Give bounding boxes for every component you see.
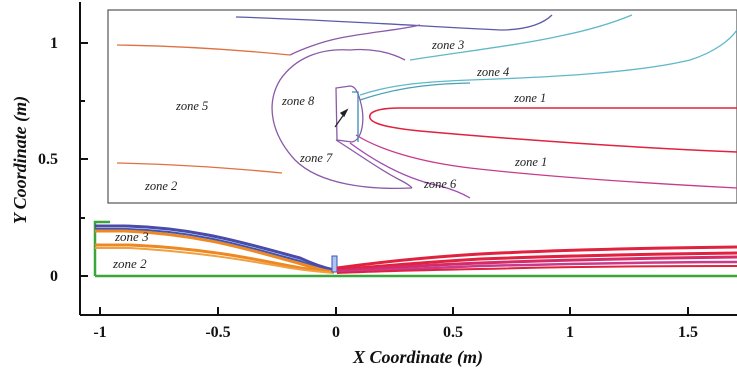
inset-mesh	[116, 14, 737, 199]
x-tick-label: 1.5	[678, 324, 698, 341]
inset-zone5-upper-line	[116, 44, 291, 56]
inset-zone6-label: zone 6	[423, 177, 457, 191]
inset-zone8-inner	[335, 85, 364, 143]
inset-frame	[107, 9, 737, 204]
y-tick-label: 0	[50, 268, 58, 285]
inset-zone3-top	[235, 14, 553, 31]
inset-zone4-label: zone 4	[476, 65, 509, 79]
inset-panel: zone 3 zone 4 zone 1 zone 5 zone 8 zone …	[107, 9, 737, 204]
inset-zone1-lower-label: zone 1	[514, 155, 547, 169]
x-tick-label: -1	[93, 324, 106, 341]
zone2-upper-band	[95, 243, 335, 274]
y-tick-labels: 1 0.5 0	[38, 35, 58, 285]
y-tick-label: 0.5	[38, 151, 58, 168]
x-axis-title: X Coordinate (m)	[352, 347, 483, 368]
nozzle-lip	[331, 255, 338, 273]
zone1-jet-upper	[336, 245, 737, 270]
inset-zone8-boundary	[271, 48, 413, 190]
inset-zone8-zone3-link	[289, 24, 421, 56]
main-zone3-label: zone 3	[114, 229, 149, 244]
inset-zone4-boundary	[359, 29, 737, 96]
symmetry-boundary	[93, 220, 110, 276]
y-axis-title: Y Coordinate (m)	[10, 96, 31, 224]
inset-zone5-label: zone 5	[175, 99, 208, 113]
x-tick-label: -0.5	[205, 324, 230, 341]
zone1-jet-band	[336, 260, 737, 274]
zone2-lower-band	[95, 247, 335, 274]
inset-zone1-lower	[355, 134, 737, 189]
inset-zone2-label: zone 2	[144, 179, 177, 193]
inset-zone4-boundary	[359, 82, 471, 101]
inset-zone5-lower-line	[116, 162, 283, 174]
x-tick-label: 0	[332, 324, 340, 341]
inset-zone8-label: zone 8	[281, 94, 315, 108]
inset-zone7-arrowhead	[339, 108, 349, 118]
inset-zone1-upper	[369, 107, 737, 153]
main-axes	[79, 2, 737, 316]
inset-zone7-inner	[352, 91, 359, 142]
inset-zone1-upper-label: zone 1	[513, 91, 546, 105]
zone1-jet-band	[336, 265, 737, 274]
zone3-upper-boundary	[95, 224, 335, 272]
inset-zone3-label: zone 3	[431, 38, 464, 52]
main-zone2-label: zone 2	[112, 256, 147, 271]
x-tick-label: 0.5	[443, 324, 463, 341]
x-tick-labels: -1 -0.5 0 0.5 1 1.5	[93, 324, 698, 341]
main-mesh	[93, 220, 737, 278]
inset-zone7-label: zone 7	[299, 151, 333, 165]
zone1-jet-band	[336, 251, 737, 272]
zone1-jet-band	[336, 255, 737, 273]
inset-zone4-boundary	[409, 14, 633, 61]
x-tick-label: 1	[566, 324, 574, 341]
inset-zone6-line	[349, 142, 471, 199]
y-tick-label: 1	[50, 35, 58, 52]
inset-zone6-separator	[335, 139, 413, 189]
